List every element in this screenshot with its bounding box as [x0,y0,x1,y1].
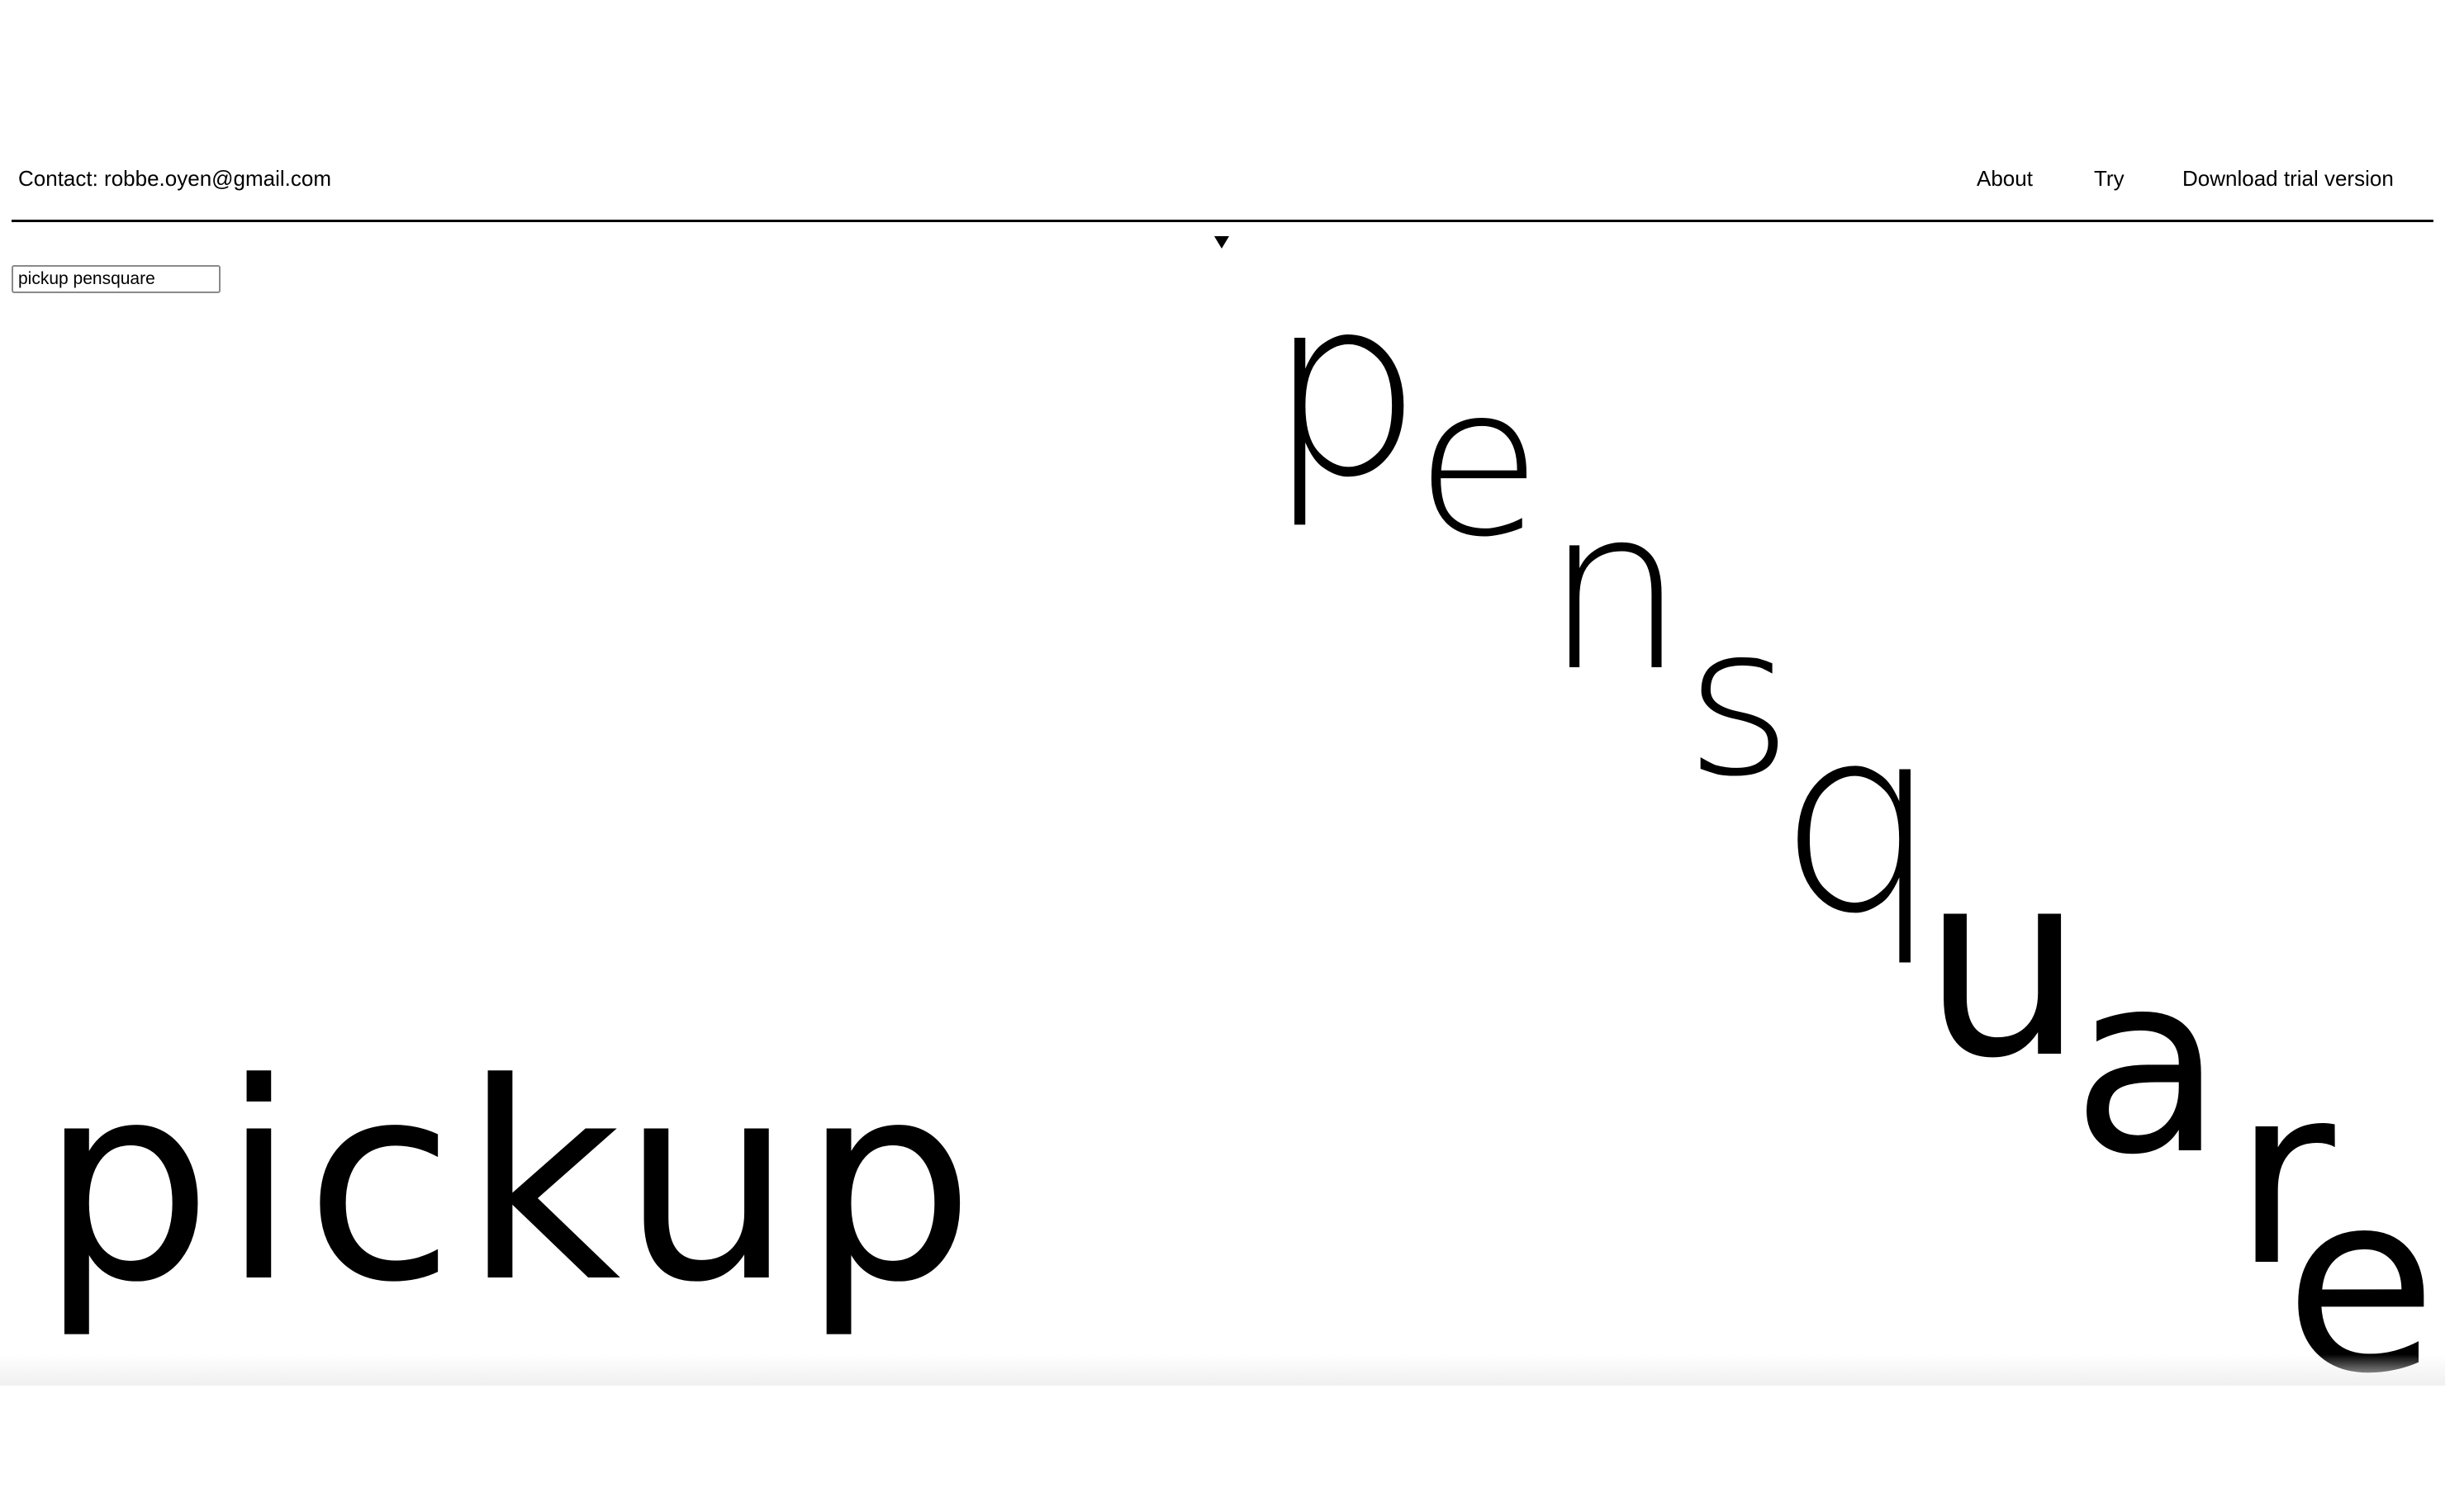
nav-try-link[interactable]: Try [2094,166,2125,191]
pensquare-letter: n [1544,460,1686,720]
caret-down-icon[interactable] [1214,236,1229,249]
pensquare-letter: a [2072,921,2224,1209]
pensquare-letter: q [1777,672,1940,970]
bottom-edge [0,1384,2445,1386]
pensquare-letter: r [2233,1032,2335,1320]
pensquare-letter: u [1921,817,2085,1115]
sample-text-input[interactable] [12,265,221,293]
top-navigation: Contact: robbe.oyen@gmail.com About Try … [0,0,2445,221]
contact-email-text: Contact: robbe.oyen@gmail.com [18,166,332,191]
pensquare-letter: s [1684,581,1793,822]
nav-about-link[interactable]: About [1977,166,2033,191]
pensquare-letter: e [1415,342,1542,582]
nav-download-trial-link[interactable]: Download trial version [2182,166,2394,191]
header-divider [12,220,2433,222]
pensquare-letter: p [1265,244,1424,532]
bottom-fade [0,1354,2445,1386]
display-word-pickup: pickup [40,1025,984,1342]
